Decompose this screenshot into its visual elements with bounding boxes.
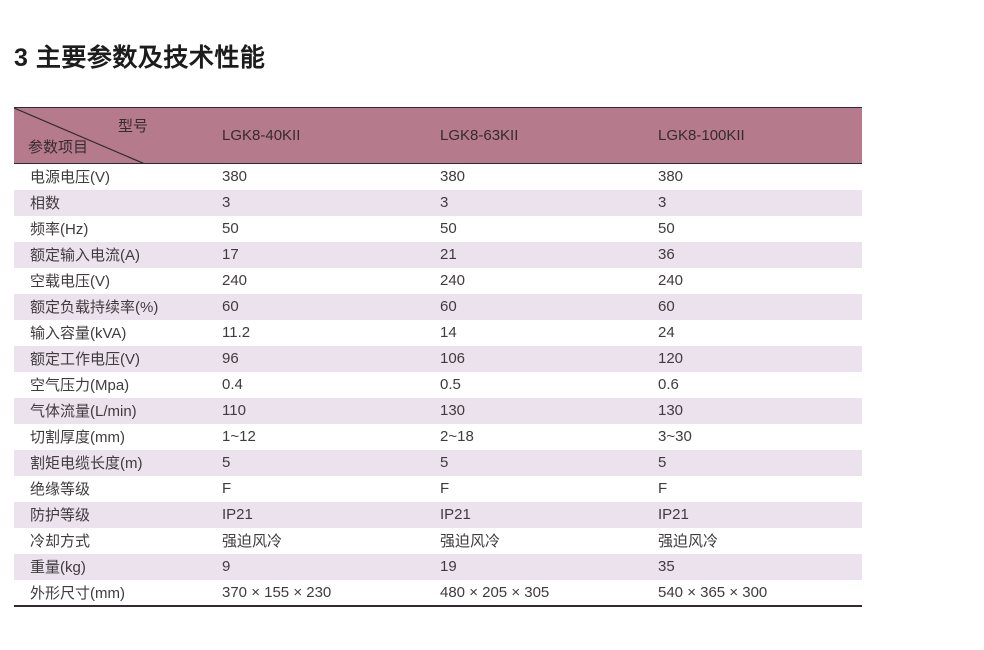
- cell-value: 380: [658, 168, 684, 186]
- cell-value: 9: [222, 558, 231, 575]
- cell-value: 106: [440, 350, 466, 367]
- table-row: 相数 3 3 3: [14, 189, 862, 216]
- row-parameter-label: 相数: [30, 195, 61, 212]
- cell-value: 3~30: [658, 428, 692, 445]
- row-parameter-label: 额定输入电流(A): [30, 247, 140, 264]
- cell-value: 96: [222, 350, 239, 367]
- column-header-model-2: LGK8-63KII: [440, 107, 658, 164]
- cell-value: 130: [658, 402, 684, 419]
- cell-value: 3: [440, 194, 449, 211]
- cell-value: F: [658, 480, 668, 497]
- row-parameter-label: 切割厚度(mm): [30, 429, 125, 446]
- table-header-row: 型号 参数项目 LGK8-40KII LGK8-63KII LGK8-100KI…: [14, 107, 862, 164]
- table-row: 气体流量(L/min) 110 130 130: [14, 397, 862, 424]
- cell-value: F: [222, 480, 232, 497]
- table-row: 输入容量(kVA) 11.2 14 24: [14, 320, 862, 346]
- cell-value: 5: [658, 454, 667, 471]
- cell-value: 480 × 205 × 305: [440, 583, 550, 601]
- parameters-table: 型号 参数项目 LGK8-40KII LGK8-63KII LGK8-100KI…: [14, 107, 862, 607]
- row-parameter-label: 气体流量(L/min): [30, 403, 137, 420]
- table-row: 外形尺寸(mm) 370 × 155 × 230 480 × 205 × 305…: [14, 580, 862, 606]
- row-parameter-label: 空载电压(V): [30, 273, 110, 290]
- table-row: 额定工作电压(V) 96 106 120: [14, 345, 862, 372]
- cell-value: 0.4: [222, 376, 243, 393]
- cell-value: 强迫风冷: [222, 533, 283, 550]
- cell-value: 120: [658, 350, 684, 367]
- table-row: 频率(Hz) 50 50 50: [14, 216, 862, 242]
- cell-value: 240: [658, 272, 684, 289]
- cell-value: 380: [222, 168, 248, 186]
- row-parameter-label: 频率(Hz): [30, 221, 89, 238]
- cell-value: 50: [440, 220, 457, 237]
- cell-value: 380: [440, 168, 466, 186]
- table-row: 冷却方式 强迫风冷 强迫风冷 强迫风冷: [14, 528, 862, 554]
- cell-value: 50: [222, 220, 239, 237]
- row-parameter-label: 割矩电缆长度(m): [30, 455, 143, 472]
- cell-value: IP21: [440, 506, 471, 523]
- cell-value: 21: [440, 246, 457, 263]
- row-parameter-label: 额定负载持续率(%): [30, 299, 159, 316]
- cell-value: 11.2: [222, 324, 251, 341]
- row-parameter-label: 冷却方式: [30, 533, 91, 550]
- page-title: 3 主要参数及技术性能: [14, 44, 266, 72]
- cell-value: 36: [658, 246, 675, 263]
- table-row: 割矩电缆长度(m) 5 5 5: [14, 449, 862, 476]
- row-parameter-label: 防护等级: [30, 507, 91, 524]
- table-row: 绝缘等级 F F F: [14, 476, 862, 502]
- cell-value: 17: [222, 246, 239, 263]
- row-parameter-label: 电源电压(V): [30, 169, 110, 187]
- table-row: 防护等级 IP21 IP21 IP21: [14, 501, 862, 528]
- cell-value: 3: [222, 194, 231, 211]
- cell-value: 35: [658, 558, 675, 575]
- table-row: 电源电压(V) 380 380 380: [14, 164, 862, 190]
- column-header-model-3: LGK8-100KII: [658, 107, 862, 164]
- row-parameter-label: 空气压力(Mpa): [30, 377, 130, 394]
- cell-value: 60: [658, 298, 675, 315]
- cell-value: 0.6: [658, 376, 679, 393]
- cell-value: 3: [658, 194, 667, 211]
- cell-value: 130: [440, 402, 466, 419]
- table-row: 空气压力(Mpa) 0.4 0.5 0.6: [14, 372, 862, 398]
- column-header-model-1: LGK8-40KII: [222, 107, 440, 164]
- cell-value: 5: [222, 454, 231, 471]
- cell-value: 19: [440, 558, 457, 575]
- table-row: 额定输入电流(A) 17 21 36: [14, 241, 862, 268]
- cell-value: 强迫风冷: [658, 533, 719, 550]
- cell-value: 110: [222, 402, 246, 419]
- cell-value: 240: [222, 272, 248, 289]
- diagonal-divider-line: [14, 108, 146, 164]
- cell-value: 60: [222, 298, 239, 315]
- table-row: 重量(kg) 9 19 35: [14, 553, 862, 580]
- row-parameter-label: 绝缘等级: [30, 481, 91, 498]
- row-parameter-label: 重量(kg): [30, 559, 86, 576]
- cell-value: 14: [440, 324, 457, 341]
- table-row: 空载电压(V) 240 240 240: [14, 268, 862, 294]
- cell-value: 60: [440, 298, 457, 315]
- cell-value: 0.5: [440, 376, 461, 393]
- cell-value: 240: [440, 272, 466, 289]
- cell-value: IP21: [222, 506, 253, 523]
- cell-value: 5: [440, 454, 449, 471]
- table-row: 切割厚度(mm) 1~12 2~18 3~30: [14, 424, 862, 450]
- cell-value: 50: [658, 220, 675, 237]
- cell-value: 强迫风冷: [440, 533, 501, 550]
- cell-value: F: [440, 480, 450, 497]
- cell-value: 24: [658, 324, 675, 341]
- row-parameter-label: 输入容量(kVA): [30, 325, 127, 342]
- corner-label-model: 型号: [118, 118, 149, 135]
- cell-value: 540 × 365 × 300: [658, 583, 768, 601]
- corner-label-parameter: 参数项目: [28, 139, 89, 156]
- row-parameter-label: 额定工作电压(V): [30, 351, 140, 368]
- table-row: 额定负载持续率(%) 60 60 60: [14, 293, 862, 320]
- cell-value: 2~18: [440, 428, 474, 445]
- cell-value: IP21: [658, 506, 689, 523]
- cell-value: 1~12: [222, 428, 256, 445]
- cell-value: 370 × 155 × 230: [222, 583, 332, 601]
- header-corner-cell: 型号 参数项目: [14, 107, 222, 164]
- row-parameter-label: 外形尺寸(mm): [30, 584, 125, 602]
